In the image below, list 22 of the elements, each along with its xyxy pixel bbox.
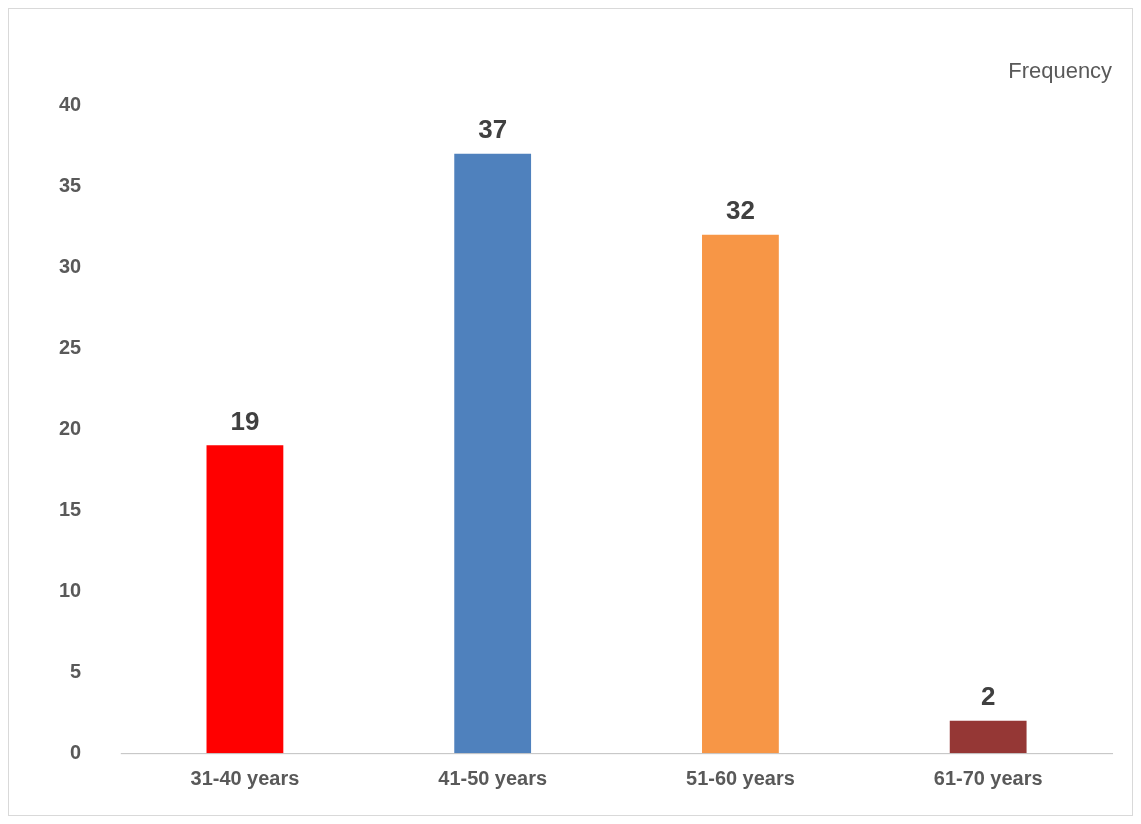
x-tick-label: 41-50 years <box>438 766 548 789</box>
x-tick-label: 51-60 years <box>686 766 795 789</box>
bar <box>206 445 284 754</box>
y-tick-label: 20 <box>58 416 82 439</box>
data-label: 37 <box>478 114 508 143</box>
data-label: 32 <box>725 195 755 224</box>
y-tick-label: 15 <box>58 497 82 520</box>
y-tick-label: 25 <box>58 335 82 358</box>
bar <box>949 720 1027 754</box>
data-label: 19 <box>230 406 260 435</box>
y-tick-label: 40 <box>58 92 82 115</box>
y-tick-label: 35 <box>58 173 82 196</box>
y-tick-label: 30 <box>58 254 82 277</box>
y-tick-label: 10 <box>58 578 82 601</box>
x-tick-label: 31-40 years <box>190 766 300 789</box>
y-tick-label: 5 <box>70 659 82 682</box>
chart-title: Frequency <box>1008 58 1113 84</box>
bar <box>454 153 532 754</box>
y-tick-label: 0 <box>70 740 82 763</box>
x-tick-label: 61-70 years <box>933 766 1043 789</box>
bar <box>702 234 779 754</box>
data-label: 2 <box>980 681 996 710</box>
